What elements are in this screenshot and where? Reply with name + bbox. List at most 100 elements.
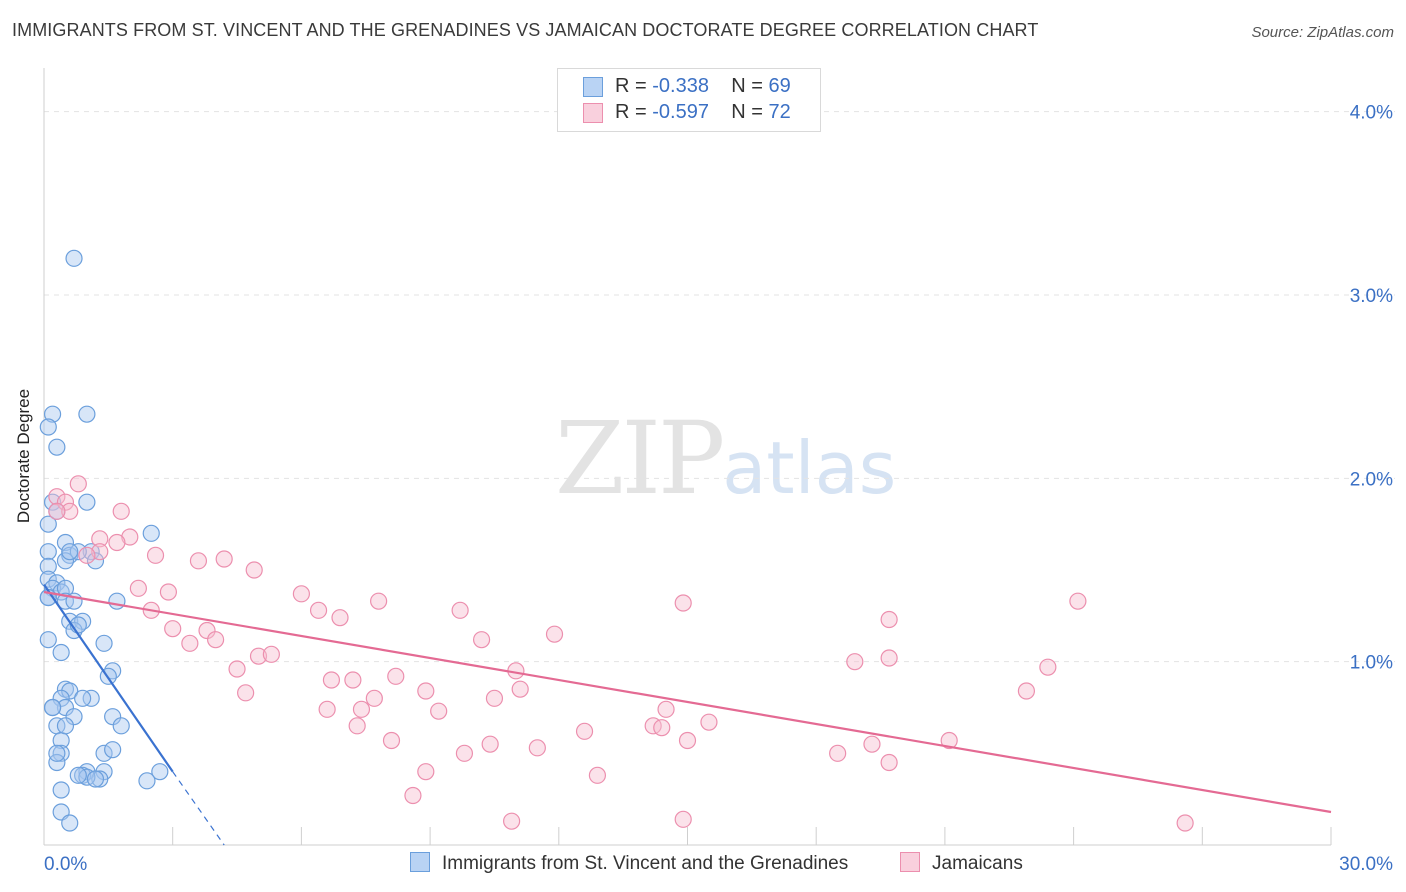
data-point-pink [829, 744, 847, 762]
data-point-pink [249, 647, 268, 665]
y-axis-label: Doctorate Degree [14, 388, 33, 524]
data-point-pink [69, 475, 87, 493]
data-point-pink [511, 680, 529, 698]
data-point-pink [588, 766, 607, 784]
data-point-blue [56, 552, 75, 570]
data-point-pink [164, 620, 182, 638]
data-point-pink [545, 625, 564, 643]
data-point-pink [485, 689, 504, 707]
chart-title: IMMIGRANTS FROM ST. VINCENT AND THE GREN… [12, 20, 1039, 40]
data-point-blue [52, 643, 70, 662]
data-point-pink [198, 621, 216, 640]
data-point-blue [52, 744, 70, 762]
data-point-pink [653, 719, 671, 737]
legend-n-value: 69 [768, 75, 791, 97]
legend-swatch-pink [583, 103, 603, 123]
data-point-blue [138, 772, 156, 790]
bottom-legend-label-pink: Jamaicans [932, 853, 1023, 874]
data-point-blue [48, 744, 66, 762]
data-point-blue [108, 592, 126, 610]
data-point-pink [344, 671, 362, 689]
data-point-pink [863, 735, 881, 753]
data-point-pink [91, 530, 109, 548]
data-point-blue [104, 741, 122, 759]
legend-n-value: 72 [768, 101, 791, 123]
data-point-pink [575, 722, 594, 740]
data-point-blue [69, 766, 87, 784]
data-point-pink [189, 552, 208, 570]
data-point-blue [48, 438, 66, 456]
legend-r-value: -0.338 [652, 75, 709, 97]
data-point-pink [318, 700, 336, 718]
bottom-legend-blue: Immigrants from St. Vincent and the Gren… [410, 852, 848, 875]
data-point-pink [880, 610, 898, 629]
legend-n-label: N = [731, 101, 769, 123]
legend-r-label: R = [615, 75, 653, 97]
data-point-pink [108, 533, 126, 552]
data-point-pink [417, 763, 435, 781]
data-point-blue [56, 698, 75, 717]
data-point-pink [322, 671, 341, 689]
data-point-pink [657, 700, 675, 718]
data-point-blue [39, 418, 57, 436]
data-point-pink [245, 561, 263, 579]
bottom-legend-label-blue: Immigrants from St. Vincent and the Gren… [442, 853, 849, 874]
data-point-blue [112, 717, 130, 735]
data-point-pink [61, 502, 79, 520]
data-point-blue [52, 781, 70, 799]
y-tick-label: 4.0% [1350, 103, 1393, 124]
y-tick-label: 3.0% [1350, 286, 1393, 307]
correlation-legend: R = -0.338 N = 69 R = -0.597 N = 72 [557, 68, 821, 132]
data-point-pink [331, 609, 349, 627]
data-point-pink [91, 543, 109, 561]
data-point-pink [382, 731, 401, 750]
data-point-pink [159, 583, 178, 601]
watermark: ZIPatlas [555, 400, 896, 517]
data-point-pink [56, 493, 75, 511]
data-point-pink [503, 812, 521, 830]
data-point-pink [846, 653, 864, 671]
data-point-pink [228, 660, 246, 678]
data-point-pink [404, 786, 422, 805]
legend-n-label: N = [731, 75, 769, 97]
data-point-blue [78, 493, 96, 511]
y-tick-label: 1.0% [1350, 653, 1393, 674]
data-point-pink [674, 594, 692, 612]
data-point-blue [52, 689, 70, 707]
data-point-pink [207, 631, 225, 649]
bottom-legend-swatch-blue [410, 852, 430, 872]
y-tick-label: 2.0% [1350, 469, 1393, 490]
data-point-blue [95, 634, 113, 652]
data-point-pink [129, 579, 147, 597]
bottom-legend-pink: Jamaicans [900, 852, 1023, 875]
data-point-pink [674, 810, 692, 828]
data-point-blue [43, 698, 62, 717]
data-point-blue [39, 570, 57, 588]
data-point-pink [181, 634, 199, 652]
data-point-pink [940, 731, 958, 750]
data-point-blue [61, 543, 79, 561]
data-point-pink [309, 601, 328, 619]
data-point-blue [48, 753, 66, 772]
data-point-pink [48, 502, 66, 520]
data-point-pink [528, 739, 546, 757]
data-point-blue [104, 708, 122, 726]
data-point-blue [39, 631, 57, 649]
data-point-pink [365, 689, 383, 707]
data-point-pink [455, 744, 474, 762]
data-point-pink [451, 601, 469, 619]
data-point-blue [56, 533, 75, 552]
data-point-pink [472, 631, 491, 649]
data-point-blue [61, 682, 79, 700]
data-point-pink [417, 682, 435, 700]
watermark-atlas: atlas [722, 426, 897, 510]
data-point-pink [880, 649, 898, 667]
data-point-blue [86, 552, 105, 570]
source-label: Source: ZipAtlas.com [1251, 24, 1394, 41]
data-point-blue [86, 770, 105, 788]
legend-r-label: R = [615, 101, 653, 123]
data-point-blue [74, 689, 92, 707]
legend-swatch-blue [583, 77, 603, 97]
data-point-blue [43, 405, 62, 423]
